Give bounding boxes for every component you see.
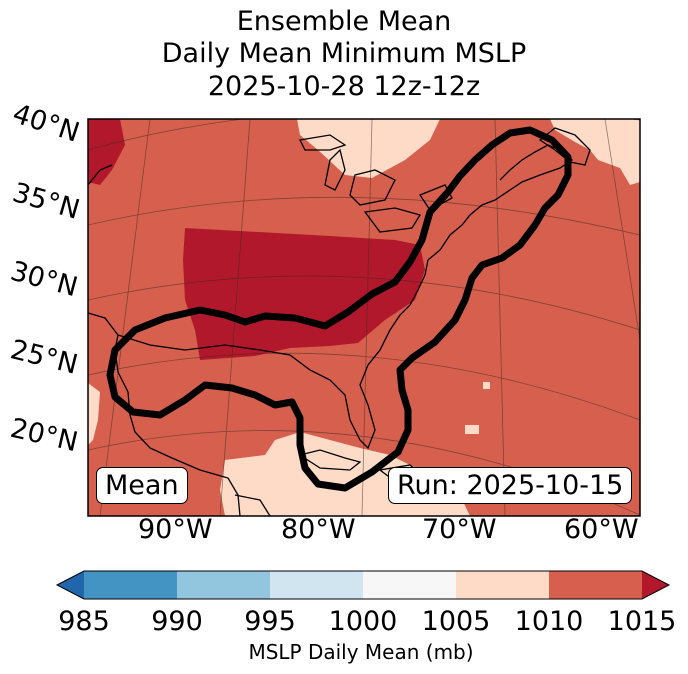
colorbar-extend-high bbox=[642, 571, 669, 599]
colorbar bbox=[55, 570, 671, 600]
colorbar-tick: 985 bbox=[58, 606, 110, 637]
lon-label-70w: 70°W bbox=[422, 514, 497, 545]
colorbar-tick: 990 bbox=[151, 606, 203, 637]
colorbar-bin-985-990 bbox=[84, 571, 177, 599]
colorbar-bin-995-1000 bbox=[270, 571, 363, 599]
high-pressure-nw bbox=[88, 119, 125, 185]
map-field bbox=[88, 119, 640, 516]
low-pressure-speck bbox=[483, 382, 490, 389]
low-pressure-mexico bbox=[88, 383, 100, 445]
colorbar-tick: 1015 bbox=[607, 606, 677, 637]
colorbar-tick: 1000 bbox=[328, 606, 398, 637]
colorbar-outline bbox=[55, 570, 671, 600]
colorbar-bin-1005-1010 bbox=[456, 571, 549, 599]
title-line-2: Daily Mean Minimum MSLP bbox=[161, 38, 527, 69]
title-line-3: 2025-10-28 12z-12z bbox=[207, 71, 481, 102]
run-date-badge: Run: 2025-10-15 bbox=[388, 467, 633, 504]
colorbar-bin-1010-1015 bbox=[549, 571, 642, 599]
ensemble-contour bbox=[106, 126, 572, 492]
low-pressure-canada bbox=[297, 119, 440, 178]
lon-label-90w: 90°W bbox=[138, 514, 213, 545]
map-frame bbox=[87, 118, 641, 517]
colorbar-bin-1000-1005 bbox=[363, 571, 456, 599]
lon-label-80w: 80°W bbox=[281, 514, 356, 545]
low-pressure-speck-2 bbox=[465, 425, 479, 434]
high-pressure-region bbox=[183, 228, 425, 360]
mean-badge: Mean bbox=[96, 467, 188, 504]
colorbar-bin-990-995 bbox=[177, 571, 270, 599]
colorbar-label: MSLP Daily Mean (mb) bbox=[248, 640, 474, 664]
title-line-1: Ensemble Mean bbox=[236, 6, 452, 37]
colorbar-extend-low bbox=[57, 571, 84, 599]
low-pressure-maritimes bbox=[550, 119, 640, 185]
colorbar-tick: 1010 bbox=[514, 606, 584, 637]
colorbar-tick: 995 bbox=[244, 606, 296, 637]
lon-label-60w: 60°W bbox=[564, 514, 639, 545]
colorbar-tick: 1005 bbox=[421, 606, 491, 637]
